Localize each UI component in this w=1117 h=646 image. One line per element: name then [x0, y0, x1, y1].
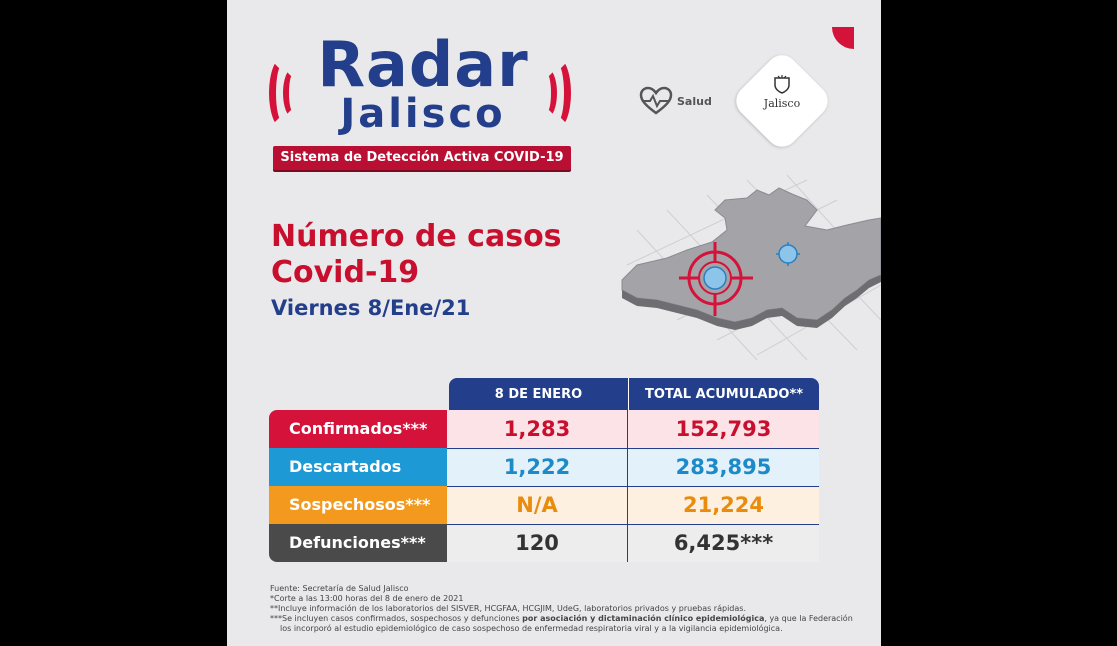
row-total-value: 152,793 [628, 410, 819, 448]
row-label: Descartados [269, 448, 447, 486]
table-row: Defunciones*** 120 6,425*** [269, 524, 819, 562]
jalisco-map-illustration [621, 174, 881, 360]
logo-jalisco-text: Jalisco [340, 91, 506, 137]
state-shape [621, 187, 881, 323]
row-total-value: 6,425*** [628, 524, 819, 562]
column-header-total: TOTAL ACUMULADO** [644, 386, 804, 402]
row-day-value: N/A [447, 486, 628, 524]
table-row: Confirmados*** 1,283 152,793 [269, 410, 819, 448]
row-total-value: 283,895 [628, 448, 819, 486]
row-label: Confirmados*** [269, 410, 447, 448]
report-date: Viernes 8/Ene/21 [271, 296, 471, 320]
infographic-card: Radar Jalisco Sistema de Detección Activ… [227, 0, 881, 646]
seal-label: Jalisco [763, 97, 801, 110]
footnote-labs: **Incluye información de los laboratorio… [270, 604, 746, 613]
row-day-value: 1,283 [447, 410, 628, 448]
jalisco-seal: Jalisco [745, 64, 819, 138]
table-header: 8 DE ENERO TOTAL ACUMULADO** [449, 378, 819, 410]
row-divider [447, 486, 819, 487]
footnote-inclusion-a: ***Se incluyen casos confirmados, sospec… [270, 614, 523, 623]
table-row: Sospechosos*** N/A 21,224 [269, 486, 819, 524]
corner-accent [832, 27, 854, 49]
radar-wave-right-outer-icon [545, 58, 571, 128]
salud-logo: Salud [639, 86, 712, 116]
row-divider [447, 524, 819, 525]
row-divider [447, 448, 819, 449]
row-day-value: 1,222 [447, 448, 628, 486]
radar-wave-right-inner-icon [537, 68, 557, 118]
table-row: Descartados 1,222 283,895 [269, 448, 819, 486]
virus-icon [776, 242, 800, 266]
row-label: Defunciones*** [269, 524, 447, 562]
row-total-value: 21,224 [628, 486, 819, 524]
heading-line-2: Covid-19 [271, 255, 420, 290]
radar-wave-left-outer-icon [269, 58, 295, 128]
footnote-source: Fuente: Secretaría de Salud Jalisco [270, 584, 409, 593]
row-day-value: 120 [447, 524, 628, 562]
column-header-day: 8 DE ENERO [449, 378, 629, 410]
footnote-cutoff: *Corte a las 13:00 horas del 8 de enero … [270, 594, 464, 603]
target-crosshair-icon [679, 242, 753, 316]
heading-line-1: Número de casos [271, 219, 562, 254]
heart-pulse-icon [639, 86, 673, 115]
salud-label: Salud [677, 94, 712, 108]
radar-wave-left-inner-icon [283, 68, 303, 118]
subtitle-ribbon: Sistema de Detección Activa COVID-19 [273, 146, 571, 170]
footnote-inclusion: ***Se incluyen casos confirmados, sospec… [270, 614, 870, 624]
footnote-inclusion-c: , ya que la Federación [764, 614, 853, 623]
row-label: Sospechosos*** [269, 486, 447, 524]
footnote-inclusion-cont: los incorporó al estudio epidemiológico … [280, 624, 783, 633]
footnote-inclusion-bold: por asociación y dictaminación clínico e… [522, 614, 765, 623]
footnotes: Fuente: Secretaría de Salud Jalisco *Cor… [270, 584, 870, 634]
crest-icon [774, 75, 790, 94]
logo-radar-text: Radar [317, 28, 529, 101]
